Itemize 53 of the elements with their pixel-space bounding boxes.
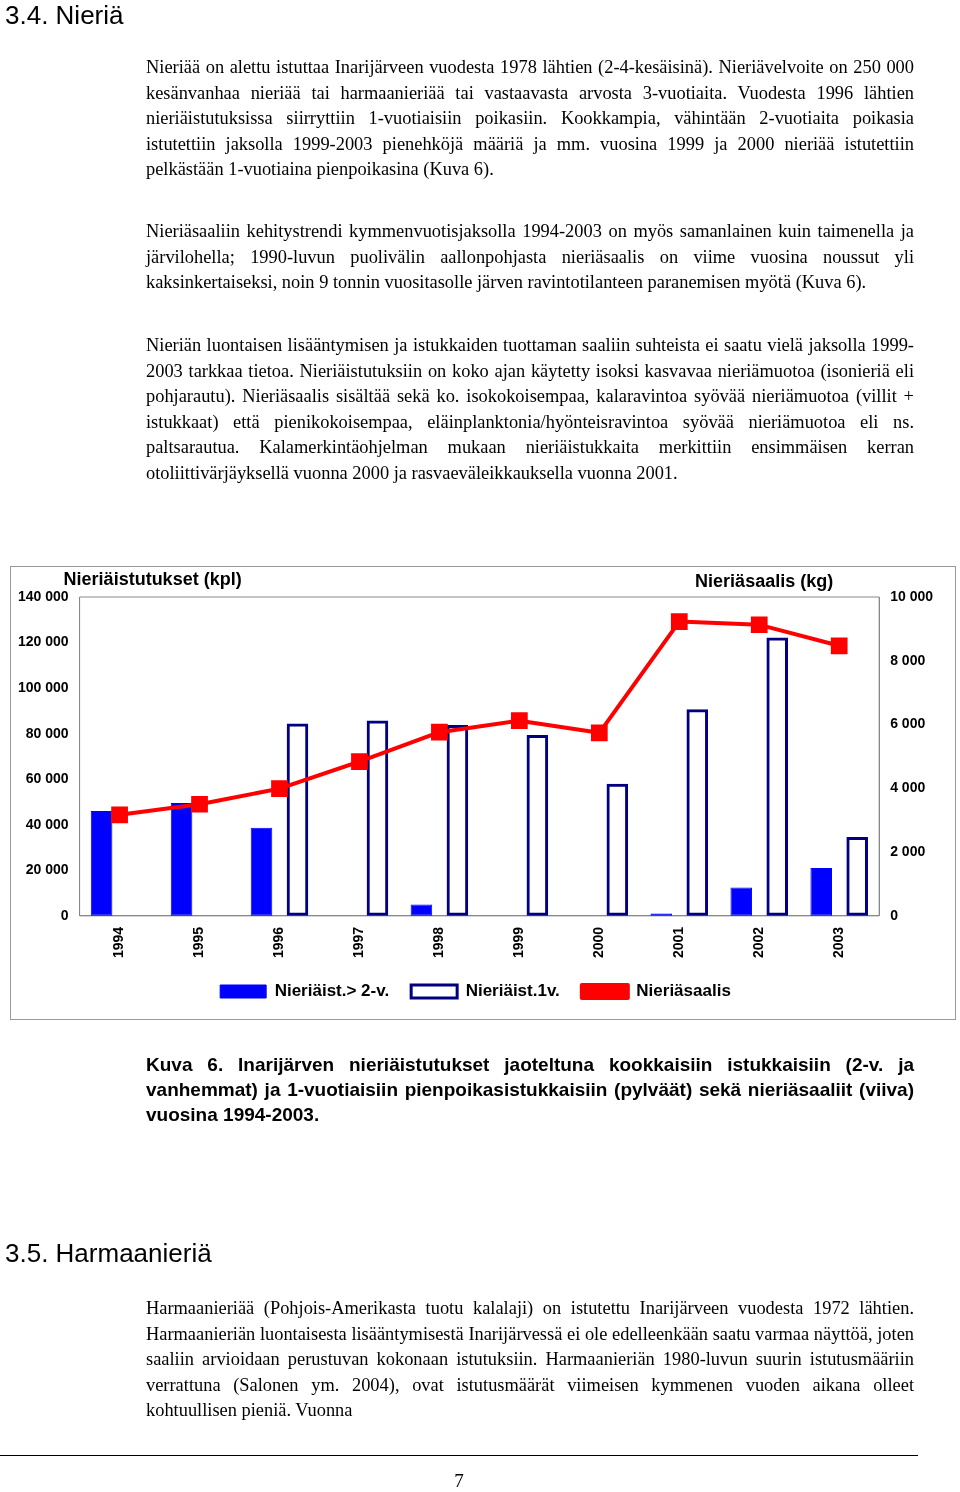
text: Nieriän luontaisen lisääntymisen ja istukkaiden tuottaman saaliin suhteista ei saatu vielä jaksolla 1999-2003 tarkkaa tietoa. Nieriäistutuksiin on koko ajan käytetty isoksi kasvavaa nieriämuotoa (isonieriä eli pohjarautu). Nieriäsaalis sisältää sekä ko. isokokoisempaa, kalaravintoa syövää nieriämuotoa (villit + istukkaat) että pienikokoisempaa, eläinplanktonia/hyönteisravintoa syövää nieriämuotoa eli ns. paltsarautua. Kalamerkintäohjelman mukaan nieriäistukkaita merkittiin ensimmäisen kerran otoliittivärjäyksellä vuonna 2000 ja rasvaeväleikkauksella vuonna 2001. xyxy=(146,334,914,485)
point xyxy=(431,723,448,741)
y-tick-label: 100 000 xyxy=(18,678,69,695)
y-tick-label: 40 000 xyxy=(25,815,69,832)
y-tick-label: 60 000 xyxy=(25,770,69,787)
x-tick-label: 1998 xyxy=(430,926,447,959)
x-tick-label: 2001 xyxy=(670,926,687,959)
y-tick-label: 0 xyxy=(60,906,69,923)
point xyxy=(830,637,848,655)
point xyxy=(351,753,368,770)
text: Kuva 6. Inarijärven nieriäistutukset jaoteltuna kookkaisiin istukkaisiin (2-v. ja vanhemmat) ja 1-vuotiaisiin pienpoikasistukkaisiin (pylväät) sekä nieriäsaaliit (viiva) vuosina 1994-2003. xyxy=(146,1053,914,1127)
text: Nieriää on alettu istuttaa Inarijärveen vuodesta 1978 lähtien (2-4-kesäisinä). Nieriävelvoite on 250 000 kesänvanhaa nieriää tai harmaanieriää tai vastaavasta arvosta 3-vuotiaita. Vuodesta 1996 lähtien nieriäistutuksissa siirryttiin 1-vuotiaisiin poikasiin. Kookkampia, vähintään 2-vuotiaita poikasia istutettiin jaksolla 1999-2003 pienehköjä määriä ja mm. vuosina 1999 ja 2000 nieriää istutettiin pelkästään 1-vuotiaina pienpoikasina (Kuva 6). xyxy=(146,56,914,181)
point xyxy=(111,806,128,824)
x-tick-label: 1997 xyxy=(350,926,367,959)
x-tick-label: 1994 xyxy=(110,926,127,959)
y-axis-title: Nieriäistutukset (kpl) xyxy=(63,568,242,589)
legend-label: Nieriäsaalis xyxy=(636,981,731,1001)
text: 3.4. Nieriä xyxy=(5,0,124,31)
text: Harmaanieriää (Pohjois-Amerikasta tuotu kalalaji) on istutettu Inarijärveen vuodesta 1972 lähtien. Harmaanieriän luontaisesta lisääntymisestä Inarijärvessä ei ole edelleenkään saatu varmaa näyttöä, joten saaliin arvioidaan perustuvan kokonaan istutuksiin. Harmaanieriän 1980-luvun suurin istutusmääriin verrattuna (Salonen ym. 2004), ovat istutusmäärät viimeisen kymmenen vuoden aikana olleet kohtuullisen pieniä. Vuonna xyxy=(146,1297,914,1422)
text: 3.5. Harmaanieriä xyxy=(5,1238,212,1269)
bar xyxy=(730,887,753,916)
text: Nieriäsaaliin kehitystrendi kymmenvuotisjaksolla 1994-2003 on myös samanlainen kuin taimenella ja järvilohella; 1990-luvun puolivälin aallonpohjasta nieriäsaalis on viime vuosina noussut yli kaksinkertaiseksi, noin 9 tonnin vuositasolle järven ravintotilanteen paranemisen myötä (Kuva 6). xyxy=(146,220,914,294)
y2-tick-label: 0 xyxy=(890,906,899,923)
point xyxy=(750,616,768,634)
y2-tick-label: 8 000 xyxy=(890,651,926,668)
x-tick-label: 2002 xyxy=(750,926,767,959)
point xyxy=(511,712,528,730)
bar xyxy=(410,904,433,916)
bar xyxy=(90,811,113,916)
x-tick-label: 2003 xyxy=(830,926,847,959)
x-tick-label: 1999 xyxy=(510,926,527,959)
y-tick-label: 120 000 xyxy=(18,633,69,650)
x-tick-label: 1995 xyxy=(190,926,207,959)
y-tick-label: 80 000 xyxy=(25,724,69,741)
y-tick-label: 140 000 xyxy=(18,587,69,604)
legend-label: Nieriäist.> 2-v. xyxy=(274,981,390,1001)
y-tick-label: 20 000 xyxy=(25,861,69,878)
y2-tick-label: 4 000 xyxy=(890,779,926,796)
y2-tick-label: 6 000 xyxy=(890,715,926,732)
point xyxy=(191,795,208,813)
bar xyxy=(250,827,273,916)
point xyxy=(590,724,608,742)
legend-label: Nieriäist.1v. xyxy=(465,981,560,1001)
point xyxy=(670,613,688,630)
x-tick-label: 1996 xyxy=(270,926,287,959)
bar xyxy=(170,803,193,916)
bar xyxy=(810,868,833,916)
x-tick-label: 2000 xyxy=(590,926,607,959)
y2-axis-title: Nieriäsaalis (kg) xyxy=(695,570,834,591)
y2-tick-label: 10 000 xyxy=(890,587,934,604)
point xyxy=(271,780,288,797)
y2-tick-label: 2 000 xyxy=(890,842,926,859)
text: 7 xyxy=(0,1455,918,1492)
